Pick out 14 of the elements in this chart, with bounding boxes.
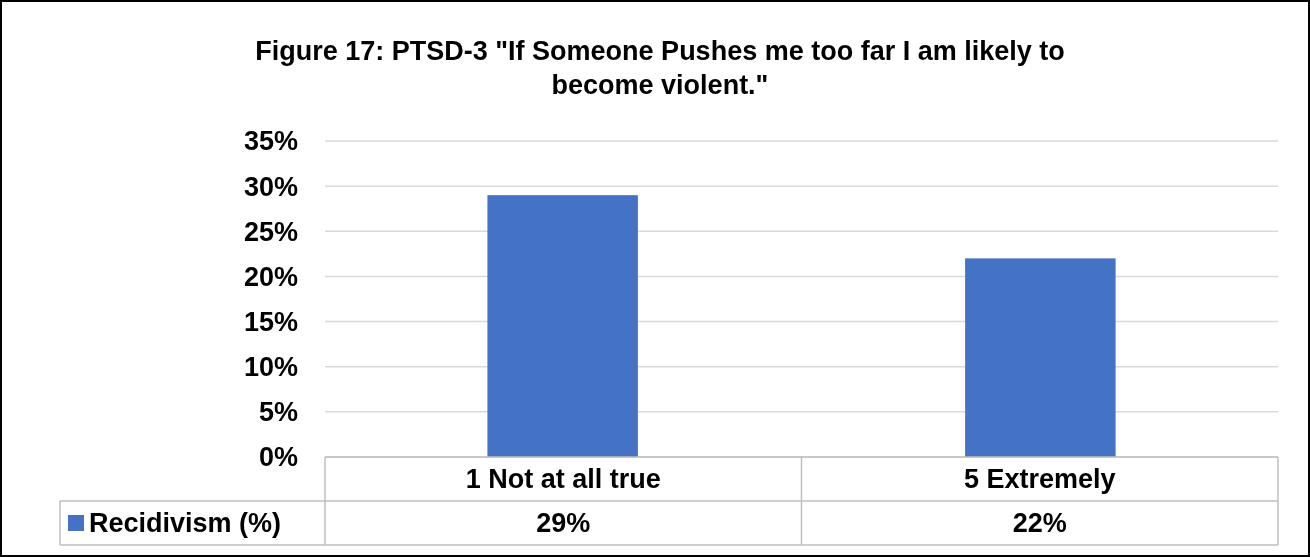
y-tick-label: 15%: [243, 307, 298, 338]
data-label: 29%: [536, 508, 591, 539]
chart-title: Figure 17: PTSD-3 "If Someone Pushes me too far I am likely to become violent.": [255, 36, 1065, 100]
data-label: 22%: [1012, 508, 1067, 539]
y-tick-label: 30%: [243, 171, 298, 202]
legend-label: Recidivism (%): [89, 508, 282, 539]
y-tick-label: 25%: [243, 216, 298, 247]
y-tick-label: 20%: [243, 261, 298, 292]
x-tick-label: 1 Not at all true: [465, 464, 661, 495]
x-tick-label: 5 Extremely: [963, 464, 1116, 495]
y-tick-label: 35%: [243, 126, 298, 157]
y-tick-label: 0%: [258, 442, 298, 473]
y-tick-label: 5%: [258, 397, 298, 428]
y-tick-label: 10%: [243, 352, 298, 383]
